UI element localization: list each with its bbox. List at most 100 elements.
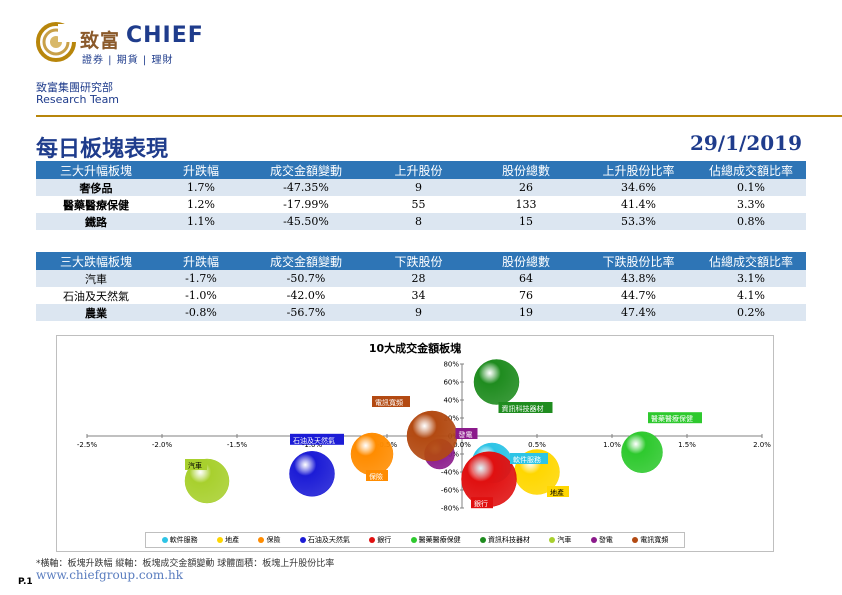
table-cell: 47.4% [581, 304, 696, 321]
table-cell: 44.7% [621, 289, 656, 302]
report-date: 29/1/2019 [689, 131, 802, 155]
legend-marker [549, 537, 556, 543]
footnote: *橫軸：板塊升跌幅 縱軸：板塊成交金額變動 球體面積：板塊上升股份比率 [36, 559, 335, 569]
legend-item: 銀行 [369, 535, 391, 545]
data-label-box [366, 470, 388, 481]
table-cell: 9 [366, 304, 471, 321]
x-tick-label: 0.5% [528, 441, 546, 449]
x-tick-label: 1.0% [603, 441, 621, 449]
legend-label: 資訊科技器材 [488, 536, 531, 544]
legend-marker [258, 537, 265, 543]
bubble-chart-svg: -2.5%-2.0%-1.5%-1.0%-0.5%0.0%0.5%1.0%1.5… [77, 359, 771, 513]
page-number: P.1 [18, 577, 33, 587]
table-cell: 43.8% [581, 270, 696, 287]
header-cell: 三大跌幅板塊 [36, 252, 156, 270]
header-cell: 成交金額變動 [246, 161, 366, 179]
table-header-row: 三大升幅板塊 升跌幅 成交金額變動 上升股份 股份總數 上升股份比率 佔總成交額… [36, 161, 806, 179]
sector-name: 奢侈品 [36, 179, 156, 196]
sector-name: 汽車 [36, 270, 156, 287]
brand-name-en: CHIEF [126, 23, 204, 48]
legend-label: 石油及天然氣 [307, 536, 350, 544]
table-row: 汽車 -1.7% -50.7% 28 64 43.8% 3.1% [36, 270, 806, 287]
data-label-box [648, 412, 702, 424]
header-cell: 股份總數 [471, 161, 581, 179]
chart-legend: 軟件服務 地產 保險 石油及天然氣 銀行 醫藥醫療保健 資訊科技器材 汽車 發電 電訊寬頻 [145, 532, 685, 548]
legend-label: 銀行 [377, 536, 392, 544]
research-dept-en: Research Team [36, 93, 120, 106]
header-cell: 下跌股份比率 [581, 252, 696, 270]
legend-item: 發電 [590, 535, 613, 545]
table-cell: 0.1% [696, 179, 806, 196]
table-cell: -42.0% [286, 289, 326, 302]
data-label-box [455, 428, 478, 439]
legend-marker [217, 537, 224, 543]
bubble-point [350, 432, 394, 476]
table-cell: -0.8% [156, 304, 246, 321]
bubble-point [406, 410, 458, 462]
legend-label: 汽車 [557, 536, 572, 544]
legend-item: 資訊科技器材 [480, 535, 530, 545]
header-cell: 佔總成交額比率 [696, 252, 806, 270]
table-cell: 19 [471, 304, 581, 321]
x-tick-label: -1.0% [302, 441, 323, 449]
table-cell: -45.50% [246, 213, 366, 230]
data-label-box [185, 459, 207, 470]
legend-label: 保險 [266, 536, 281, 544]
table-cell: 1.7% [156, 179, 246, 196]
table-cell: -1.7% [156, 270, 246, 287]
company-logo: 致富 CHIEF 證券 | 期貨 | 理財 [36, 22, 256, 66]
table-cell: 55 [411, 198, 426, 211]
legend-marker [410, 537, 417, 543]
website-link[interactable]: www.chiefgroup.com.hk [36, 568, 184, 582]
x-tick-label: -2.5% [77, 441, 98, 449]
x-tick-label: 0.0% [453, 441, 471, 449]
header-cell: 股份總數 [471, 252, 581, 270]
header-cell: 下跌股份 [366, 252, 471, 270]
table-cell: 1.2% [187, 198, 215, 211]
legend-marker [632, 537, 639, 543]
table-cell: 8 [366, 213, 471, 230]
legend-item: 汽車 [549, 535, 571, 545]
data-label: 軟件服務 [513, 455, 541, 464]
data-label: 發電 [459, 430, 473, 439]
research-dept-cn: 致富集團研究部 [36, 81, 113, 94]
legend-item: 電訊寬頻 [632, 535, 668, 545]
legend-label: 發電 [598, 536, 613, 544]
sector-name: 鐵路 [36, 213, 156, 230]
swirl-logo-icon [36, 22, 76, 62]
legend-item: 地產 [217, 535, 239, 545]
table-cell: 76 [519, 289, 533, 302]
y-tick-label: 80% [443, 361, 459, 369]
legend-marker [480, 537, 487, 543]
table-cell: 34 [411, 289, 426, 302]
data-label-box [471, 497, 493, 509]
y-tick-label: 20% [443, 415, 459, 423]
table-cell: 4.1% [737, 289, 765, 302]
legend-label: 醫藥醫療保健 [418, 536, 461, 544]
table-cell: 15 [471, 213, 581, 230]
x-tick-label: -1.5% [227, 441, 248, 449]
sector-name: 農業 [36, 304, 156, 321]
legend-marker [299, 537, 306, 543]
table-row: 石油及天然氣 -1.0% -42.0% 34 76 44.7% 4.1% [36, 287, 806, 304]
table-row: 鐵路 1.1% -45.50% 8 15 53.3% 0.8% [36, 213, 806, 230]
data-label: 保險 [369, 472, 383, 481]
bubble-point [289, 451, 335, 497]
table-cell: -17.99% [283, 198, 329, 211]
header-cell: 佔總成交額比率 [696, 161, 806, 179]
data-label-box [372, 396, 410, 407]
data-label-box [290, 433, 344, 445]
header-cell: 升跌幅 [156, 252, 246, 270]
table-cell: 0.8% [696, 213, 806, 230]
table-cell: -47.35% [246, 179, 366, 196]
brand-subtitle: 證券 | 期貨 | 理財 [82, 55, 174, 66]
page-title: 每日板塊表現 [36, 136, 169, 162]
header-cell: 成交金額變動 [246, 252, 366, 270]
y-tick-label: -40% [441, 469, 459, 477]
sector-name: 醫藥醫療保健 [63, 198, 129, 212]
table-cell: 34.6% [581, 179, 696, 196]
y-tick-label: 60% [443, 379, 459, 387]
table-cell: 64 [471, 270, 581, 287]
legend-item: 醫藥醫療保健 [410, 535, 461, 545]
data-label: 石油及天然氣 [293, 436, 335, 445]
